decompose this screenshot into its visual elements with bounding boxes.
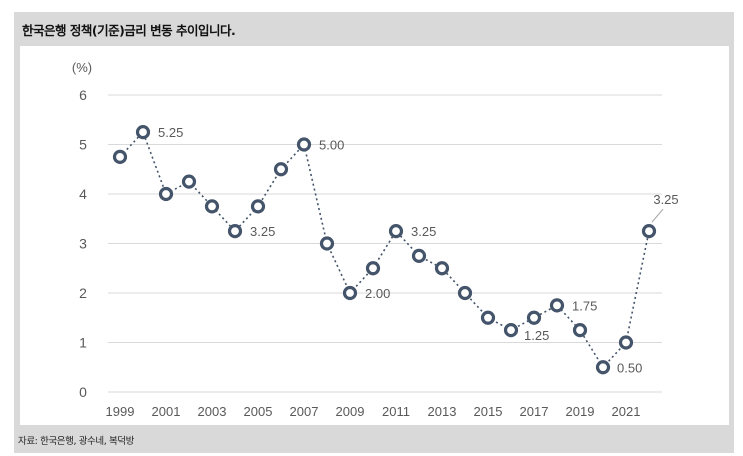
data-point xyxy=(227,224,243,239)
data-point xyxy=(112,149,128,164)
y-tick-label: 5 xyxy=(79,137,87,153)
data-point xyxy=(158,186,174,202)
x-tick-label: 2013 xyxy=(428,404,457,419)
data-point xyxy=(503,323,519,338)
x-tick-label: 2011 xyxy=(382,404,410,419)
data-label: 3.25 xyxy=(653,192,678,207)
y-tick-label: 2 xyxy=(79,285,87,301)
data-point xyxy=(250,199,266,214)
data-point xyxy=(595,360,611,375)
leader-line xyxy=(651,208,664,223)
x-tick-label: 2019 xyxy=(566,404,595,419)
data-point xyxy=(641,224,657,239)
x-tick-label: 2009 xyxy=(336,404,365,419)
data-point xyxy=(204,199,220,214)
data-point xyxy=(181,174,197,189)
data-point xyxy=(526,310,542,325)
x-tick-label: 2007 xyxy=(290,404,319,419)
data-label: 1.75 xyxy=(572,298,597,313)
data-point xyxy=(618,335,634,350)
data-label: 1.25 xyxy=(524,328,549,343)
data-label: 0.50 xyxy=(617,360,642,375)
data-point xyxy=(549,298,565,313)
data-point xyxy=(572,323,588,338)
series-line xyxy=(119,130,650,369)
data-label: 5.00 xyxy=(319,138,344,153)
data-point xyxy=(365,261,381,276)
plot-area xyxy=(20,46,729,425)
data-label: 3.25 xyxy=(250,224,275,239)
source-note: 자료: 한국은행, 광수네, 복덕방 xyxy=(18,436,134,447)
data-point xyxy=(135,125,151,140)
y-tick-label: 6 xyxy=(79,87,87,103)
chart-title: 한국은행 정책(기준)금리 변동 추이입니다. xyxy=(22,23,236,38)
data-point xyxy=(342,285,358,301)
x-tick-label: 2015 xyxy=(474,404,503,419)
data-point xyxy=(273,162,289,177)
data-label: 2.00 xyxy=(365,286,390,301)
data-label: 3.25 xyxy=(411,224,436,239)
x-tick-label: 1999 xyxy=(106,404,135,419)
data-point xyxy=(296,137,312,152)
x-tick-label: 2017 xyxy=(520,404,549,419)
x-tick-label: 2001 xyxy=(152,404,181,419)
y-tick-label: 3 xyxy=(79,236,87,252)
data-label: 5.25 xyxy=(158,125,183,140)
data-point xyxy=(480,310,496,325)
x-tick-label: 2003 xyxy=(198,404,227,419)
y-tick-label: 1 xyxy=(79,335,87,351)
data-point xyxy=(319,236,335,251)
y-tick-label: 4 xyxy=(79,186,87,202)
x-tick-label: 2005 xyxy=(244,404,273,419)
x-tick-label: 2021 xyxy=(612,404,641,419)
data-point xyxy=(457,285,473,301)
data-point xyxy=(411,248,427,263)
data-point xyxy=(434,261,450,276)
data-point xyxy=(388,224,404,239)
y-tick-label: 0 xyxy=(79,384,87,400)
y-axis-label: (%) xyxy=(72,60,92,75)
